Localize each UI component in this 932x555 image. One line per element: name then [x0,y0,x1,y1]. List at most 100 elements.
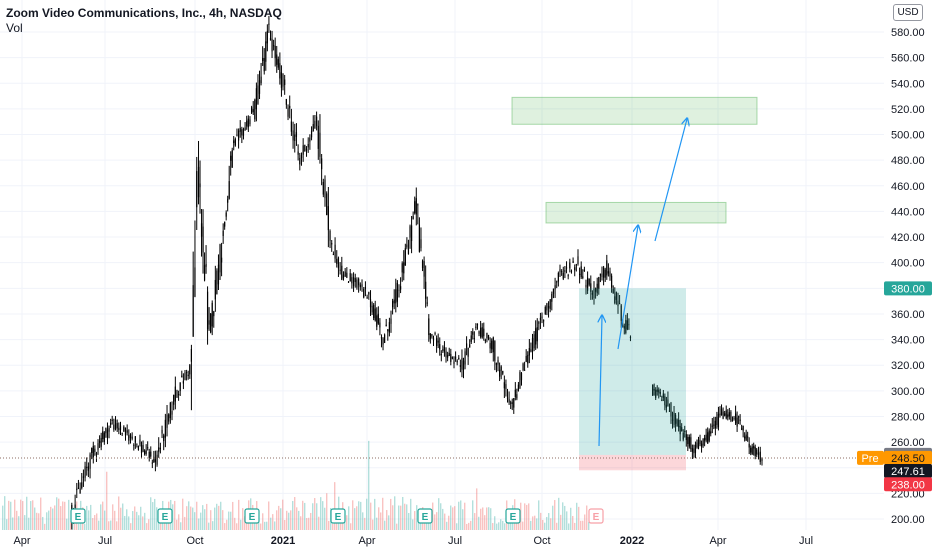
candle-body [494,341,496,361]
earnings-marker[interactable] [417,508,433,524]
candle-body [382,338,384,345]
volume-bar [536,518,538,530]
candle-body [662,393,664,398]
volume-bar [210,510,212,530]
earnings-marker[interactable] [330,508,346,524]
candle-body [480,327,482,337]
candle-body [432,337,435,341]
volume-bar [532,516,534,530]
projection-arrow[interactable] [617,226,638,350]
volume-bar [178,514,180,530]
candle-body [312,124,314,132]
candle-body [671,419,674,421]
volume-bar [472,500,474,530]
volume-bar [404,503,406,530]
candle-body [297,151,299,155]
volume-bar [20,499,22,530]
candle-body [289,105,291,109]
candle-body [339,269,341,271]
candle-body [748,443,750,448]
volume-bar [216,503,218,530]
candle-body [249,119,251,125]
candle-body [380,336,383,339]
volume-bar [470,520,472,530]
candle-body [140,445,143,453]
candle-body [374,308,376,321]
volume-bar [364,517,366,530]
volume-bar [72,517,74,530]
candle-body [287,107,289,117]
candle-body [322,181,324,195]
volume-bar [200,512,202,530]
candle-body [750,447,752,453]
earnings-marker[interactable] [70,508,86,524]
y-tick-label: 580.00 [891,27,925,39]
stop-loss-zone[interactable] [579,454,686,471]
volume-bar [36,512,38,530]
candle-body [277,59,279,68]
candle-body [575,264,577,266]
take-profit-zone[interactable] [579,288,686,455]
candle-body [108,427,110,432]
candle-body [525,355,527,362]
projection-arrow[interactable] [654,119,687,242]
volume-bar [230,511,232,530]
earnings-label: E [422,512,429,523]
candle-body [366,297,368,299]
candle-body [456,360,458,363]
volume-bar [494,516,496,530]
volume-bar [24,515,26,530]
target-zone[interactable] [545,201,727,224]
candle-body [487,335,490,340]
candle-body [538,322,540,324]
volume-bar [122,503,124,530]
projection-arrow[interactable] [599,316,602,447]
earnings-marker-upcoming[interactable] [588,508,604,524]
volume-bar [260,523,262,530]
volume-bar [94,515,96,530]
candle-body [310,131,313,138]
candle-body [276,54,278,65]
volume-bar [572,515,574,530]
candle-body [247,118,249,128]
candle-body [699,440,701,445]
candle-body [79,488,81,494]
volume-bar [358,501,360,530]
volume-bar [56,497,58,530]
candle-body [653,389,655,391]
y-tick-label: 220.00 [891,488,925,500]
candle-body [319,132,321,157]
candle-body [656,389,658,392]
volume-bar [198,518,200,530]
earnings-marker[interactable] [244,508,260,524]
volume-bar [374,498,376,530]
volume-bar [240,519,242,530]
currency-button[interactable]: USD [893,4,923,21]
candle-body [178,394,180,396]
volume-bar [160,523,162,530]
earnings-marker[interactable] [505,508,521,524]
volume-bar [264,521,266,530]
candle-body [724,413,726,416]
candle-body [349,273,351,282]
candle-body [173,394,175,405]
candle-body [351,277,353,284]
volume-bar [180,522,182,530]
candle-body [439,344,441,350]
candle-body [97,443,99,450]
earnings-marker[interactable] [157,508,173,524]
candle-body [377,313,379,324]
target-zone[interactable] [511,96,758,125]
candle-body [541,316,543,318]
volume-bar [484,515,486,530]
volume-bar [196,501,198,530]
candle-body [492,337,494,353]
candle-body [614,296,616,304]
candle-body [150,451,152,457]
candle-body [148,451,150,458]
candle-body [655,389,657,398]
candle-body [309,137,311,142]
candle-body [187,374,189,377]
